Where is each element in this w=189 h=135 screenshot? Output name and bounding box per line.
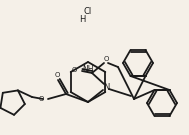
Text: O: O: [103, 56, 109, 62]
Text: H: H: [79, 16, 85, 24]
Text: O: O: [39, 96, 44, 102]
Text: NH: NH: [82, 65, 94, 73]
Text: O: O: [72, 67, 77, 73]
Text: Cl: Cl: [84, 8, 92, 16]
Text: N: N: [103, 82, 109, 92]
Text: O: O: [54, 72, 60, 78]
